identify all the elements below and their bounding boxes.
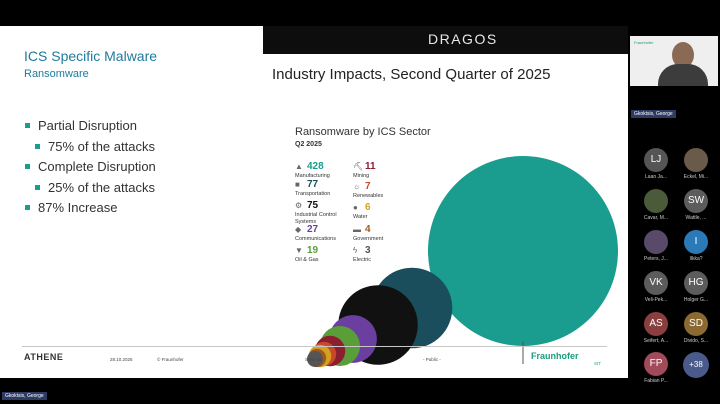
participant-tile[interactable]: I Ilkka? [676, 230, 716, 262]
bullet-item: Complete Disruption [24, 157, 156, 178]
participant-tile[interactable]: Peters, J... [636, 230, 676, 262]
sit-label: SIT [594, 361, 602, 366]
fraunhofer-logo: Fraunhofer [531, 351, 579, 361]
sector-value: 11 [365, 161, 376, 172]
factory-icon: ▲ [295, 162, 303, 171]
sector-label: Industrial Control Systems [295, 212, 337, 225]
dragos-logo: DRAGOS [428, 31, 498, 47]
avatar: SD [684, 312, 708, 336]
sector-value: 3 [365, 245, 371, 256]
sector-label: Communications [295, 236, 336, 242]
participant-name: Cavar, M... [643, 215, 669, 221]
presenter-body [658, 64, 708, 86]
footer-org: © Fraunhofer [157, 357, 184, 362]
athene-logo: ATHENE [24, 352, 64, 362]
participant-name: Seifert, A... [643, 338, 669, 344]
participant-tile[interactable]: AS Seifert, A... [636, 312, 676, 344]
slide-subtitle: Ransomware [24, 68, 89, 80]
footer-classification: - Public - [423, 357, 441, 362]
renewables-icon: ☼ [353, 182, 361, 191]
participant-name: Wattle, ... [685, 215, 707, 221]
bullet-item: 87% Increase [24, 198, 156, 219]
avatar: HG [684, 271, 708, 295]
presenter-brand: Fraunhofer [634, 40, 654, 45]
slide-title: ICS Specific Malware [24, 48, 158, 64]
footer-page: Seite 15 [305, 357, 322, 362]
participant-name: Veli-Pek... [644, 297, 668, 303]
sector-bubble [307, 351, 323, 367]
presenter-head [672, 42, 694, 68]
shared-slide: ICS Specific Malware Ransomware Partial … [0, 26, 628, 378]
more-participants-button[interactable]: +38 [683, 352, 709, 378]
sector-value: 6 [365, 202, 371, 213]
sector-value: 27 [307, 224, 319, 235]
avatar: LJ [644, 148, 668, 172]
participant-name: Ilkka? [689, 256, 703, 262]
derrick-icon: ▼ [295, 246, 303, 255]
sector-label: Water [353, 214, 368, 220]
participant-tile[interactable]: Cavar, M... [636, 189, 676, 221]
bullet-item: 25% of the attacks [34, 178, 156, 199]
sector-label: Electric [353, 257, 372, 263]
avatar: AS [644, 312, 668, 336]
sector-label: Manufacturing [295, 173, 330, 179]
avatar: VK [644, 271, 668, 295]
bullet-item: 75% of the attacks [34, 137, 156, 158]
sector-label: Oil & Gas [295, 257, 319, 263]
participant-tile[interactable]: HG Holger G... [676, 271, 716, 303]
participant-name: Peters, J... [644, 256, 668, 262]
sector-value: 75 [307, 200, 319, 211]
participant-tile[interactable]: FP Fabian P... [636, 352, 676, 384]
truck-icon: ■ [295, 180, 300, 189]
presenter-video[interactable]: Fraunhofer [630, 36, 718, 86]
government-icon: ▬ [353, 225, 361, 234]
avatar: SW [684, 189, 708, 213]
sector-label: Government [353, 236, 384, 242]
avatar [644, 230, 668, 254]
avatar: FP [644, 352, 668, 376]
sector-label: Transportation [295, 191, 331, 197]
bullet-list: Partial Disruption 75% of the attacks Co… [24, 116, 156, 219]
dragos-header: DRAGOS [263, 26, 628, 54]
ransomware-chart-title: Ransomware by ICS Sector [295, 126, 431, 138]
participant-name: Laan Ja... [645, 174, 667, 180]
ransomware-chart-subtitle: Q2 2025 [295, 141, 322, 148]
mining-icon: ⛏ [353, 162, 364, 171]
participant-tile[interactable]: VK Veli-Pek... [636, 271, 676, 303]
sector-bubbles [307, 156, 618, 368]
participant-name: Divido, S... [683, 338, 709, 344]
sector-label: Mining [353, 173, 370, 179]
participant-tile[interactable]: SW Wattle, ... [676, 189, 716, 221]
footer-date: 28.10.2025 [110, 357, 133, 362]
electric-icon: ϟ [353, 246, 358, 255]
avatar: I [684, 230, 708, 254]
participant-tile[interactable]: Eckel, Mi... [676, 148, 716, 180]
sector-value: 428 [307, 161, 324, 172]
sector-bubble [428, 156, 618, 346]
antenna-icon: ◆ [295, 225, 302, 234]
sector-value: 4 [365, 224, 371, 235]
participant-tile[interactable]: LJ Laan Ja... [636, 148, 676, 180]
participant-panel: Fraunhofer Gkoktsis, George LJ Laan Ja...… [628, 26, 720, 404]
sector-value: 19 [307, 245, 319, 256]
avatar [644, 189, 668, 213]
avatar [684, 148, 708, 172]
sector-value: 77 [307, 179, 319, 190]
bullet-item: Partial Disruption [24, 116, 156, 137]
slide-footer: ATHENE 28.10.2025 © Fraunhofer Seite 15 … [0, 346, 628, 378]
footer-divider [22, 346, 607, 347]
participant-name: Fabian P... [644, 378, 668, 384]
impacts-title: Industry Impacts, Second Quarter of 2025 [272, 66, 551, 83]
gear-icon: ⚙ [295, 201, 303, 210]
participant-name: Holger G... [683, 297, 709, 303]
presenter-name: Gkoktsis, George [631, 110, 676, 118]
participant-tile[interactable]: SD Divido, S... [676, 312, 716, 344]
sector-label: Renewables [353, 193, 384, 199]
bottom-name-label: Gkoktsis, George [2, 392, 47, 400]
sector-value: 7 [365, 181, 371, 192]
water-icon: ● [353, 203, 358, 212]
participant-name: Eckel, Mi... [683, 174, 709, 180]
